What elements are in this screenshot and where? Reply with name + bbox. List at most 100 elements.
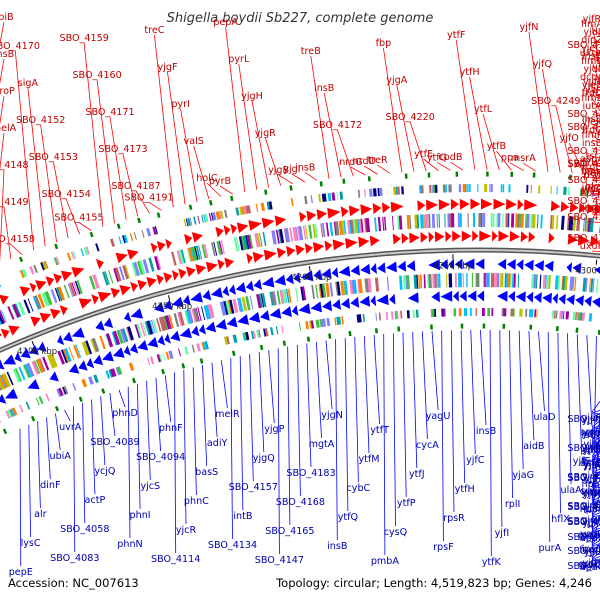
gene-label: fbp bbox=[376, 38, 392, 49]
forward-category-band-outer-mark bbox=[208, 213, 212, 222]
forward-category-band-mark bbox=[551, 215, 555, 230]
forward-category-band-outer-mark bbox=[185, 218, 189, 227]
reverse-category-band-inner-mark bbox=[576, 312, 580, 321]
reverse-category-band-mark bbox=[81, 341, 90, 356]
reverse-strand-band-arrow bbox=[235, 282, 247, 293]
forward-strand-band-arrow bbox=[528, 231, 536, 243]
reverse-leader-line bbox=[402, 332, 407, 498]
reverse-category-band-inner-mark bbox=[156, 354, 162, 363]
forward-category-band-mark bbox=[391, 216, 394, 231]
forward-category-band-mark bbox=[350, 219, 355, 234]
gene-label: yjiE bbox=[583, 503, 600, 514]
gene-label: hpaX bbox=[580, 504, 600, 515]
reverse-category-band-mark bbox=[574, 276, 577, 291]
gene-label: dcuB bbox=[580, 458, 600, 469]
reverse-strand-band-arrow bbox=[71, 327, 85, 338]
reverse-category-band-mark bbox=[0, 376, 6, 389]
reverse-category-band-mark bbox=[340, 281, 345, 296]
reverse-category-band-inner-mark bbox=[178, 348, 182, 357]
reverse-category-band-mark bbox=[281, 289, 287, 304]
reverse-strand-band-inner-arrow bbox=[298, 303, 311, 315]
reverse-strand-band-inner-arrow bbox=[575, 295, 584, 307]
forward-strand-band-arrow bbox=[246, 253, 253, 264]
reverse-category-band-inner-mark bbox=[559, 310, 562, 319]
reverse-strand-band-arrow bbox=[406, 260, 416, 272]
forward-rna-marks-mark bbox=[54, 243, 59, 250]
forward-category-band-mark bbox=[424, 214, 428, 229]
gene-label: pyrI bbox=[171, 99, 190, 110]
forward-strand-band-outer-arrow bbox=[150, 242, 158, 254]
reverse-strand-band-inner-arrow bbox=[552, 293, 559, 305]
forward-category-band-mark bbox=[341, 220, 345, 235]
reverse-strand-band-arrow bbox=[313, 269, 322, 281]
forward-strand-band-arrow bbox=[130, 281, 138, 293]
reverse-strand-band-inner-arrow bbox=[322, 300, 333, 312]
forward-strand-band-arrow bbox=[567, 233, 578, 245]
forward-rna-marks-mark bbox=[342, 178, 346, 184]
gene-label: SBO_4165 bbox=[265, 526, 314, 537]
forward-category-band-mark bbox=[44, 291, 53, 306]
gene-label: yjeS bbox=[582, 80, 600, 91]
reverse-category-band-mark bbox=[91, 337, 100, 353]
forward-strand-band-arrow bbox=[345, 238, 358, 249]
reverse-strand-band-arrow bbox=[63, 331, 73, 342]
forward-category-band-outer-mark bbox=[397, 186, 400, 195]
forward-strand-band-outer-arrow bbox=[586, 203, 594, 215]
reverse-category-band-mark bbox=[590, 278, 594, 293]
gene-label: SBO_4343 bbox=[567, 146, 600, 157]
reverse-category-band-inner-mark bbox=[245, 331, 250, 341]
forward-category-band-mark bbox=[374, 217, 378, 232]
reverse-category-band-mark bbox=[185, 309, 192, 324]
kbp-tick-mark bbox=[167, 295, 171, 301]
reverse-category-band-inner-mark bbox=[310, 320, 315, 329]
reverse-strand-band-inner-arrow bbox=[332, 299, 341, 310]
reverse-category-band-mark bbox=[236, 298, 241, 313]
reverse-category-band-inner-mark bbox=[168, 350, 174, 360]
gene-label: fimA bbox=[581, 19, 600, 30]
reverse-category-band-inner-mark bbox=[9, 408, 14, 417]
reverse-category-band-mark bbox=[357, 279, 361, 294]
forward-strand-band-outer-arrow bbox=[60, 270, 73, 282]
gene-label: treC bbox=[144, 25, 164, 36]
forward-category-band-outer-mark bbox=[339, 191, 344, 200]
reverse-category-band-inner-mark bbox=[110, 368, 116, 378]
reverse-leader-line bbox=[591, 421, 600, 442]
reverse-strand-band-arrow bbox=[163, 299, 173, 311]
gene-label: iutA bbox=[582, 101, 600, 112]
reverse-category-band-mark bbox=[301, 286, 307, 301]
gene-label: yjhS bbox=[582, 444, 600, 455]
forward-category-band-mark bbox=[329, 221, 334, 237]
forward-leader-line bbox=[14, 50, 34, 251]
reverse-category-band-mark bbox=[564, 276, 568, 291]
forward-strand-band-outer-arrow bbox=[306, 210, 317, 222]
forward-strand-band-arrow bbox=[186, 266, 196, 278]
forward-category-band-mark bbox=[532, 214, 536, 229]
forward-category-band-mark bbox=[525, 213, 528, 228]
reverse-category-band-mark bbox=[562, 275, 567, 291]
forward-category-band-mark bbox=[560, 215, 565, 230]
reverse-category-band-mark bbox=[232, 298, 239, 314]
reverse-strand-band-arrow bbox=[544, 260, 554, 272]
gene-label: ulaA bbox=[560, 485, 582, 496]
reverse-category-band-mark bbox=[62, 348, 70, 363]
forward-strand-band-outer-arrow bbox=[0, 294, 9, 305]
forward-rna-marks bbox=[18, 171, 572, 263]
forward-category-band-outer-mark bbox=[53, 257, 59, 266]
reverse-category-band-inner-mark bbox=[112, 368, 117, 377]
reverse-strand-band-inner-arrow bbox=[78, 360, 88, 371]
reverse-category-band-mark bbox=[0, 373, 10, 388]
gene-label: uvrA bbox=[59, 422, 82, 433]
reverse-category-band-inner-mark bbox=[415, 309, 419, 318]
forward-category-band-mark bbox=[576, 216, 581, 232]
reverse-leader-line bbox=[268, 350, 275, 424]
gene-label: proP bbox=[0, 86, 15, 97]
gene-label: yjfH bbox=[583, 558, 600, 569]
reverse-leader-line bbox=[344, 338, 349, 512]
reverse-strand-band-arrow bbox=[428, 259, 440, 271]
forward-strand-band-arrow bbox=[577, 234, 590, 246]
forward-category-band-mark bbox=[298, 225, 304, 241]
forward-category-band-outer-mark bbox=[83, 246, 89, 256]
forward-category-band-outer-mark bbox=[224, 209, 228, 218]
forward-category-band-outer-mark bbox=[401, 186, 404, 195]
forward-strand-band-arrow bbox=[163, 272, 173, 283]
